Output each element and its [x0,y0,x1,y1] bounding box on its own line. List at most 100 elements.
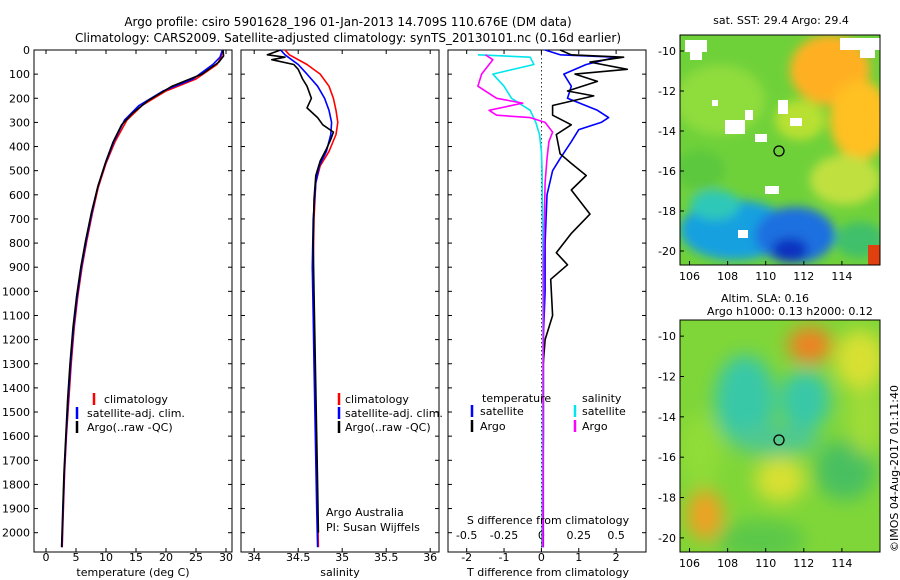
x-tick-label: 25 [189,551,203,564]
legend-t-satellite: satellite [480,405,524,418]
difference-axes-frame [447,49,647,553]
series-argo-raw-qc [60,49,225,548]
difference-series [477,49,629,548]
y-tick-label: 400 [9,141,30,154]
temperature-axes-frame [33,49,233,553]
s-tick-label: 0 [538,529,545,542]
map-x-tick-label: 110 [755,557,776,570]
x-tick-label: 30 [219,551,233,564]
legend-satellite: satellite-adj. clim. [87,407,185,420]
map-x-tick-label: 108 [717,557,738,570]
salinity-series [266,49,339,548]
argo-position-marker [773,434,785,446]
y-tick-label: 600 [9,189,30,202]
y-tick-label: 1400 [2,382,30,395]
legend-title-temperature: temperature [482,392,551,405]
map-y-tick-label: -18 [658,205,676,218]
y-tick-label: 2000 [2,527,30,540]
x-tick-label: 35 [335,551,349,564]
map-x-tick-label: 106 [679,270,700,283]
sla-map-title1: Altim. SLA: 0.16 [721,292,809,305]
difference-panel: -2 -1 0 1 2 -0.5 -0.25 0 0.25 0.5 S difference fr… [447,49,647,579]
temperature-legend: climatology satellite-adj. clim. Argo(..… [75,393,185,434]
series-satellite-adj-clim [280,49,333,548]
legend-title-salinity: salinity [582,392,622,405]
x-tick-label: 15 [129,551,143,564]
map-x-tick-label: 114 [831,270,852,283]
legend-s-satellite: satellite [582,405,626,418]
legend-s-argo: Argo [582,420,608,433]
difference-y-ticks [448,49,646,534]
y-tick-label: 900 [9,261,30,274]
y-tick-label: 1100 [2,309,30,322]
y-tick-label: 1500 [2,406,30,419]
sla-map-title2: Argo h1000: 0.13 h2000: 0.12 [707,305,873,318]
x-tick-label: 34.5 [286,551,311,564]
map-y-tick-label: -10 [658,330,676,343]
temperature-x-axis: 0 5 10 15 20 25 30 [43,50,233,564]
x-tick-label: 0 [43,551,50,564]
sst-map-title: sat. SST: 29.4 Argo: 29.4 [713,14,849,27]
s-tick-label: 0.5 [607,529,625,542]
sla-heatmap [680,320,880,552]
sst-heatmap [680,35,880,265]
y-tick-label: 1200 [2,334,30,347]
sla-map-axes: 106 108 110 112 114 -10 -12 -14 -16 -18 -20 [658,330,852,570]
x-tick-label: 20 [159,551,173,564]
map-y-tick-label: -14 [658,125,676,138]
series-argo-raw-qc [266,49,335,533]
s-tick-label: 0.25 [567,529,592,542]
map-y-tick-label: -16 [658,451,676,464]
series-s-argo [477,54,554,548]
x-tick-label: 10 [99,551,113,564]
legend-argo: Argo(..raw -QC) [87,421,173,434]
x-tick-label: 1 [575,551,582,564]
y-tick-label: 300 [9,116,30,129]
difference-x-axis: -2 -1 0 1 2 -0.5 -0.25 0 0.25 0.5 [456,50,625,564]
legend-t-argo: Argo [480,420,506,433]
s-diff-label: S difference from climatology [467,514,630,527]
y-tick-label: 500 [9,165,30,178]
legend-climatology: climatology [104,393,168,406]
temperature-series [60,49,225,548]
y-tick-label: 1700 [2,454,30,467]
credit-line1: Argo Australia [326,506,404,519]
x-tick-label: 34 [247,551,261,564]
y-tick-label: 200 [9,92,30,105]
map-y-tick-label: -16 [658,165,676,178]
y-tick-label: 100 [9,68,30,81]
sst-map-axes: 106 108 110 112 114 -10 -12 -14 -16 -18 -20 [658,45,852,283]
t-diff-label: T difference from climatology [466,566,629,579]
map-x-tick-label: 112 [793,270,814,283]
map-y-tick-label: -10 [658,45,676,58]
x-tick-label: 2 [613,551,620,564]
s-tick-label: -0.5 [456,529,477,542]
y-tick-label: 1900 [2,503,30,516]
map-x-tick-label: 112 [793,557,814,570]
legend-climatology: climatology [345,393,409,406]
salinity-legend: climatology satellite-adj. clim. Argo(..… [337,393,443,434]
map-y-tick-label: -12 [658,85,676,98]
y-tick-label: 0 [23,44,30,57]
legend-argo: Argo(..raw -QC) [345,421,431,434]
x-tick-label: 0 [538,551,545,564]
map-x-tick-label: 110 [755,270,776,283]
map-x-tick-label: 114 [831,557,852,570]
temperature-panel: 0100200300400500600700800900100011001200… [2,44,233,579]
y-tick-label: 800 [9,237,30,250]
x-tick-label: 35.5 [374,551,399,564]
header-title-line2: Climatology: CARS2009. Satellite-adjuste… [75,31,621,45]
map-y-tick-label: -18 [658,492,676,505]
map-x-tick-label: 108 [717,270,738,283]
y-tick-label: 1800 [2,478,30,491]
map-y-tick-label: -20 [658,245,676,258]
map-y-tick-label: -14 [658,411,676,424]
salinity-xlabel: salinity [320,566,360,579]
temperature-xlabel: temperature (deg C) [76,566,189,579]
x-tick-label: -1 [499,551,510,564]
map-y-tick-label: -20 [658,532,676,545]
x-tick-label: -2 [461,551,472,564]
salinity-axes-frame [240,49,440,553]
header-title-line1: Argo profile: csiro 5901628_196 01-Jan-2… [124,15,571,29]
